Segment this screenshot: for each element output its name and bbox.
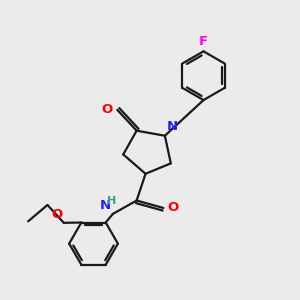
Text: F: F [199,35,208,48]
Text: N: N [166,120,178,134]
Text: O: O [51,208,62,221]
Text: O: O [102,103,113,116]
Text: H: H [107,196,117,206]
Text: O: O [167,202,178,214]
Text: N: N [99,200,110,212]
